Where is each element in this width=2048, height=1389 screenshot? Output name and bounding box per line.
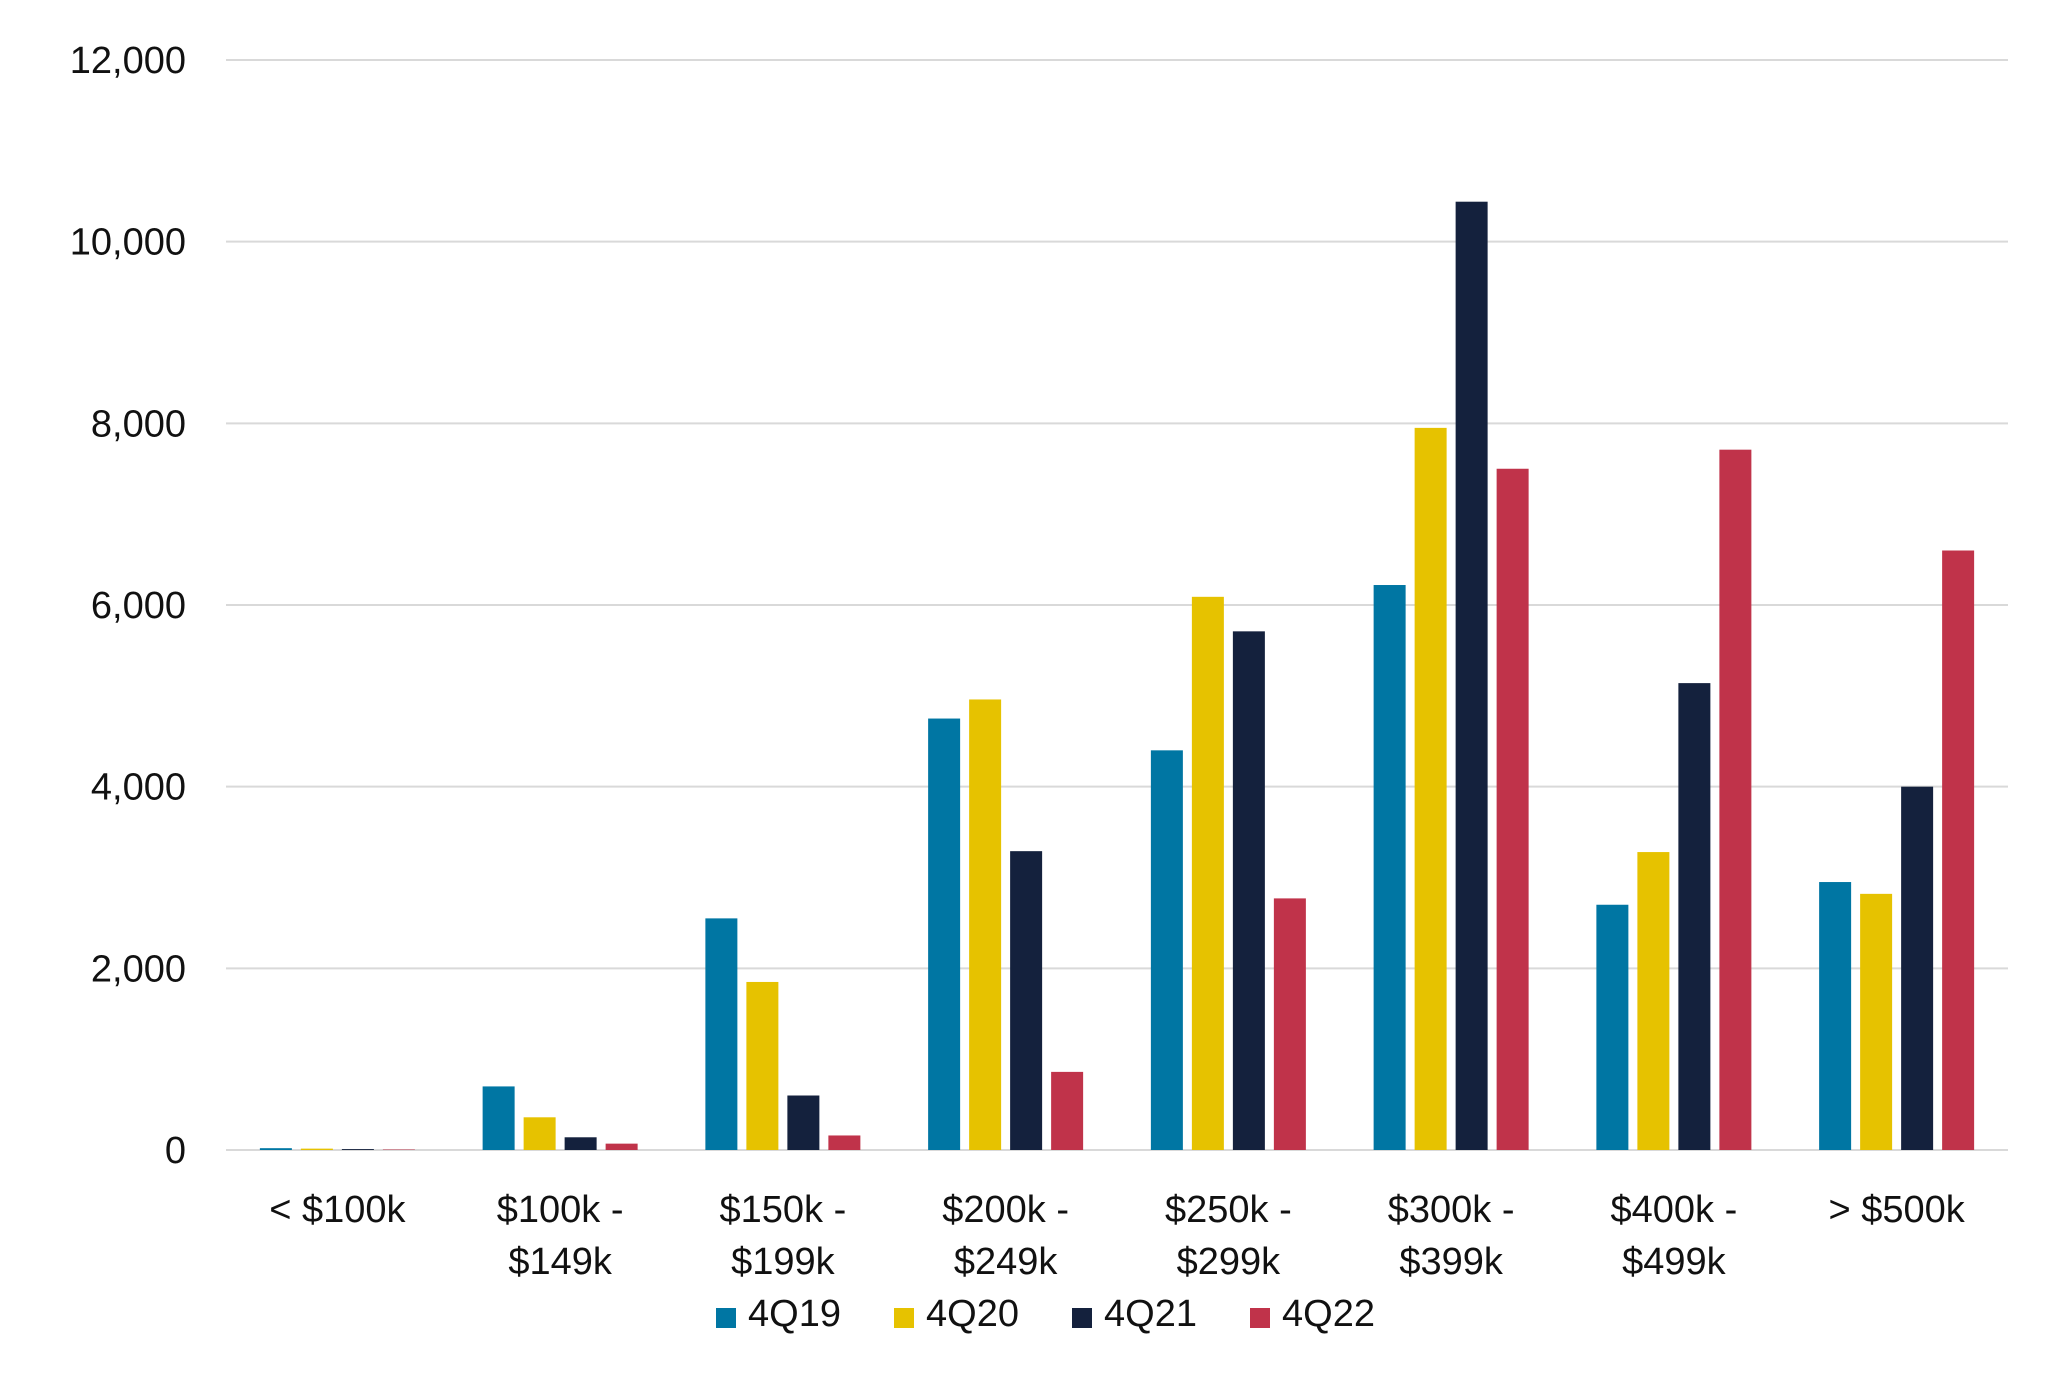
bar-4q22-cat-1: [606, 1144, 638, 1150]
legend-swatch: [1072, 1308, 1092, 1328]
bar-4q20-cat-0: [301, 1149, 333, 1150]
legend-item-4q19: 4Q19: [716, 1293, 841, 1335]
y-tick-label: 0: [165, 1130, 186, 1172]
x-category-label: $400k -: [1611, 1189, 1738, 1231]
bar-4q22-cat-4: [1274, 898, 1306, 1150]
bar-4q21-cat-0: [342, 1149, 374, 1150]
legend-swatch: [894, 1308, 914, 1328]
bar-4q20-cat-4: [1192, 597, 1224, 1150]
bar-4q19-cat-5: [1374, 585, 1406, 1150]
legend-item-4q22: 4Q22: [1250, 1293, 1375, 1335]
bar-4q21-cat-1: [565, 1137, 597, 1150]
bar-4q20-cat-2: [746, 982, 778, 1150]
bar-4q20-cat-6: [1637, 852, 1669, 1150]
x-category-label: $499k: [1622, 1241, 1727, 1283]
x-category-label: $149k: [508, 1241, 613, 1283]
bar-4q19-cat-2: [705, 918, 737, 1150]
bar-4q19-cat-6: [1596, 905, 1628, 1150]
bar-4q21-cat-7: [1901, 787, 1933, 1150]
bar-4q21-cat-5: [1456, 202, 1488, 1150]
y-tick-label: 12,000: [70, 40, 186, 82]
y-axis-tick-labels: 0 2,000 4,000 6,000 8,000 10,000 12,000: [70, 40, 186, 1172]
bar-4q22-cat-3: [1051, 1072, 1083, 1150]
legend-label: 4Q19: [748, 1293, 841, 1335]
legend-label: 4Q21: [1104, 1293, 1197, 1335]
bar-4q22-cat-2: [828, 1135, 860, 1150]
legend-label: 4Q20: [926, 1293, 1019, 1335]
bar-4q21-cat-4: [1233, 631, 1265, 1150]
legend: 4Q19 4Q20 4Q21 4Q22: [716, 1293, 1375, 1335]
x-category-label: $250k -: [1165, 1189, 1292, 1231]
bar-4q21-cat-6: [1678, 683, 1710, 1150]
y-tick-label: 2,000: [91, 948, 186, 990]
x-category-label: $249k: [954, 1241, 1059, 1283]
bar-4q22-cat-5: [1497, 469, 1529, 1150]
legend-item-4q21: 4Q21: [1072, 1293, 1197, 1335]
bar-4q21-cat-3: [1010, 851, 1042, 1150]
x-axis-category-labels: < $100k $100k - $149k $150k - $199k $200k - $2…: [269, 1189, 1966, 1283]
y-tick-label: 10,000: [70, 222, 186, 264]
bar-4q20-cat-7: [1860, 894, 1892, 1150]
bars: [260, 202, 1974, 1150]
bar-4q19-cat-7: [1819, 882, 1851, 1150]
bar-4q19-cat-1: [483, 1086, 515, 1150]
x-category-label: > $500k: [1828, 1189, 1965, 1231]
x-category-label: $299k: [1177, 1241, 1282, 1283]
x-category-label: $199k: [731, 1241, 836, 1283]
y-tick-label: 8,000: [91, 403, 186, 445]
bar-4q20-cat-1: [524, 1117, 556, 1150]
bar-4q20-cat-5: [1415, 428, 1447, 1150]
legend-item-4q20: 4Q20: [894, 1293, 1019, 1335]
bar-4q20-cat-3: [969, 699, 1001, 1150]
legend-label: 4Q22: [1282, 1293, 1375, 1335]
bar-4q19-cat-4: [1151, 750, 1183, 1150]
x-category-label: $150k -: [720, 1189, 847, 1231]
x-category-label: $399k: [1399, 1241, 1504, 1283]
legend-swatch: [716, 1308, 736, 1328]
bar-4q19-cat-3: [928, 719, 960, 1150]
bar-4q22-cat-6: [1719, 450, 1751, 1150]
bar-4q22-cat-7: [1942, 551, 1974, 1151]
x-category-label: $100k -: [497, 1189, 624, 1231]
legend-swatch: [1250, 1308, 1270, 1328]
y-tick-label: 4,000: [91, 767, 186, 809]
bar-4q21-cat-2: [787, 1096, 819, 1151]
y-tick-label: 6,000: [91, 585, 186, 627]
x-category-label: $200k -: [942, 1189, 1069, 1231]
bar-4q19-cat-0: [260, 1148, 292, 1150]
x-category-label: $300k -: [1388, 1189, 1515, 1231]
x-category-label: < $100k: [269, 1189, 406, 1231]
